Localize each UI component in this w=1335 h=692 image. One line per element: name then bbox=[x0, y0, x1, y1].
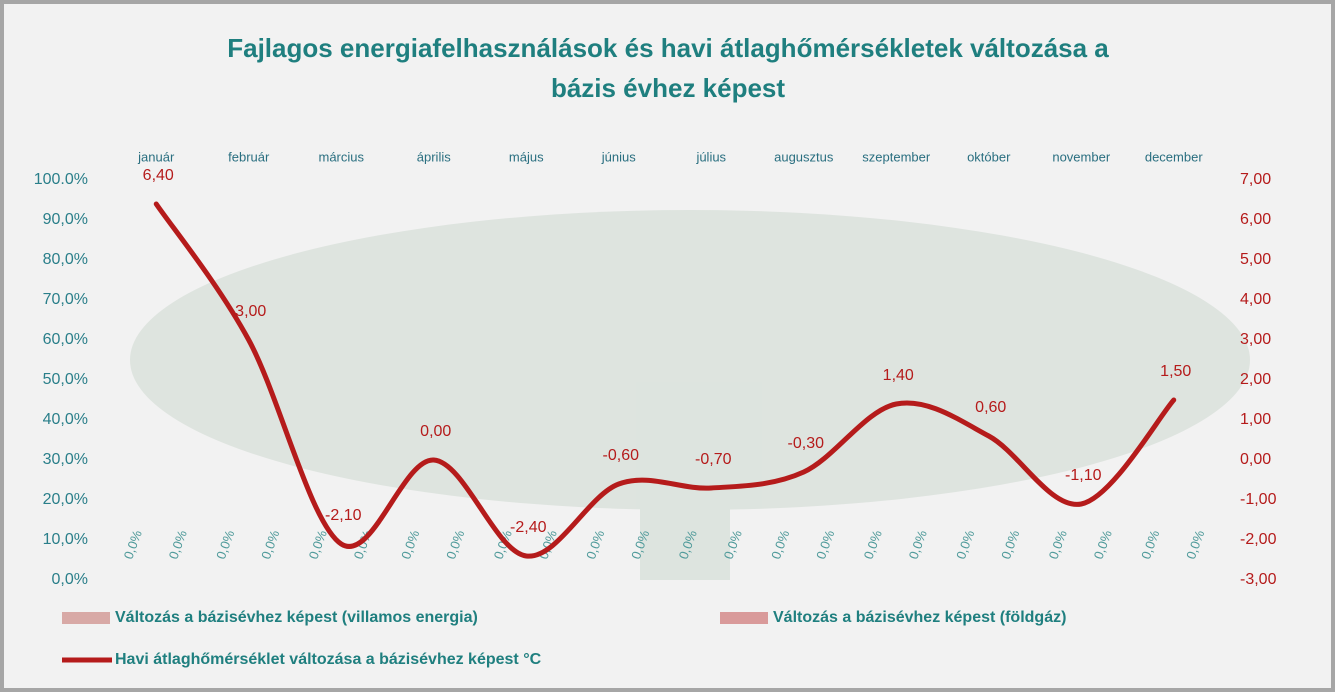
watermark-canopy bbox=[130, 210, 1250, 510]
x-tick-label: április bbox=[417, 149, 451, 164]
y2-tick-label: 4,00 bbox=[1240, 291, 1271, 308]
line-value-label: -2,10 bbox=[325, 507, 362, 524]
y-tick-label: 20,0% bbox=[43, 491, 88, 508]
y2-tick-label: 6,00 bbox=[1240, 211, 1271, 228]
y2-tick-label: 2,00 bbox=[1240, 371, 1271, 388]
line-value-label: 6,40 bbox=[143, 167, 174, 184]
y2-tick-label: 0,00 bbox=[1240, 451, 1271, 468]
y2-tick-label: 3,00 bbox=[1240, 331, 1271, 348]
legend-swatch bbox=[62, 612, 110, 624]
legend-label: Változás a bázisévhez képest (villamos e… bbox=[115, 609, 478, 626]
x-tick-label: július bbox=[695, 149, 726, 164]
y-tick-label: 70,0% bbox=[43, 291, 88, 308]
x-tick-label: március bbox=[318, 149, 364, 164]
x-tick-label: június bbox=[601, 149, 636, 164]
x-tick-label: december bbox=[1145, 149, 1203, 164]
y-tick-label: 0,0% bbox=[52, 571, 88, 588]
line-value-label: -1,10 bbox=[1065, 467, 1102, 484]
line-value-label: 0,00 bbox=[420, 423, 451, 440]
line bbox=[153, 201, 1177, 559]
y2-tick-label: 7,00 bbox=[1240, 171, 1271, 188]
x-tick-label: február bbox=[228, 149, 270, 164]
x-tick-label: május bbox=[509, 149, 544, 164]
line-value-label: 1,50 bbox=[1160, 363, 1191, 380]
y-tick-label: 80,0% bbox=[43, 251, 88, 268]
x-tick-label: augusztus bbox=[774, 149, 834, 164]
y2-tick-label: -3,00 bbox=[1240, 571, 1277, 588]
line-value-label: -0,60 bbox=[603, 447, 640, 464]
y-tick-label: 50,0% bbox=[43, 371, 88, 388]
watermark-trunk bbox=[640, 450, 730, 580]
legend-label: Havi átlaghőmérséklet változása a bázisé… bbox=[115, 651, 542, 668]
legend-label: Változás a bázisévhez képest (földgáz) bbox=[773, 609, 1066, 626]
y2-tick-label: 1,00 bbox=[1240, 411, 1271, 428]
line-value-label: 1,40 bbox=[883, 367, 914, 384]
y-tick-label: 60,0% bbox=[43, 331, 88, 348]
line-value-label: -0,70 bbox=[695, 451, 732, 468]
y-tick-label: 90,0% bbox=[43, 211, 88, 228]
y-tick-label: 40,0% bbox=[43, 411, 88, 428]
line-value-label: 0,60 bbox=[975, 399, 1006, 416]
x-tick-label: október bbox=[967, 149, 1011, 164]
line-value-label: -0,30 bbox=[788, 435, 825, 452]
y-tick-label: 30,0% bbox=[43, 451, 88, 468]
legend-swatch bbox=[720, 612, 768, 624]
chart-title: Fajlagos energiafelhasználások és havi á… bbox=[227, 33, 1109, 63]
y-tick-label: 100.0% bbox=[34, 171, 88, 188]
y-tick-label: 10,0% bbox=[43, 531, 88, 548]
x-tick-label: november bbox=[1052, 149, 1110, 164]
y2-tick-label: 5,00 bbox=[1240, 251, 1271, 268]
y2-tick-label: -1,00 bbox=[1240, 491, 1277, 508]
x-tick-label: szeptember bbox=[862, 149, 931, 164]
watermark bbox=[130, 210, 1250, 580]
line-value-label: -2,40 bbox=[510, 519, 547, 536]
x-tick-label: január bbox=[137, 149, 175, 164]
line-value-label: 3,00 bbox=[235, 303, 266, 320]
y2-tick-label: -2,00 bbox=[1240, 531, 1277, 548]
chart-title: bázis évhez képest bbox=[551, 73, 785, 103]
